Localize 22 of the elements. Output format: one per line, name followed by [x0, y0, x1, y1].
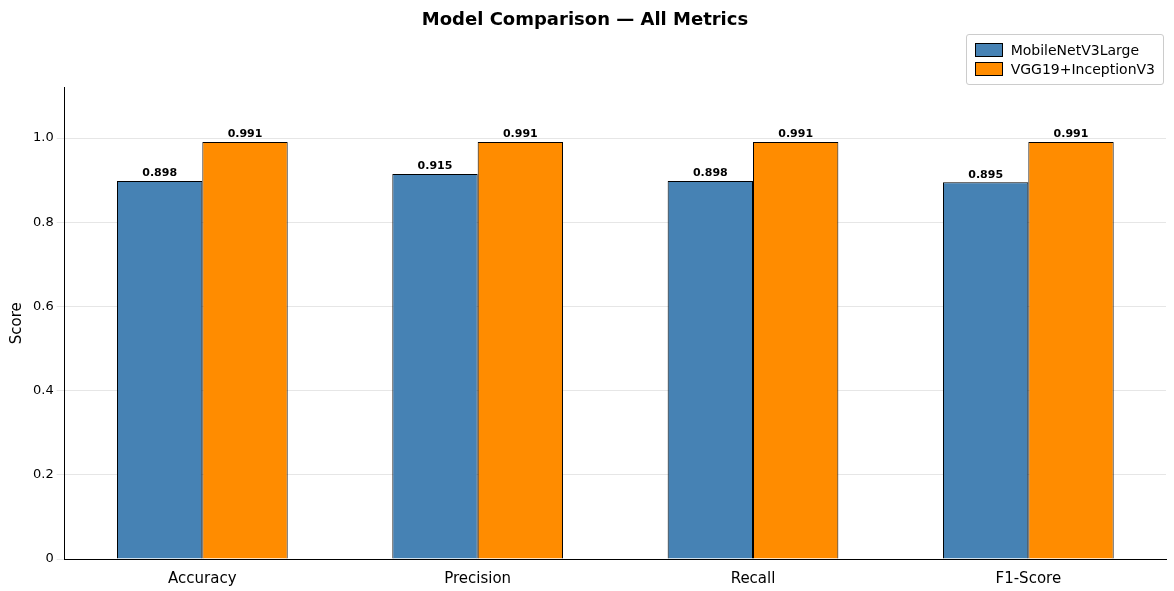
data-label: 0.991 — [502, 127, 538, 141]
y-tick-label: 0 — [45, 550, 54, 566]
data-label: 0.915 — [417, 159, 453, 173]
x-tick-label: Recall — [730, 568, 776, 587]
x-tick-label: F1-Score — [995, 568, 1062, 587]
y-axis-title: Score — [6, 302, 25, 345]
legend-label: VGG19+InceptionV3 — [1010, 61, 1155, 77]
y-tick-label: 0.2 — [32, 466, 54, 482]
y-tick-label: 1.0 — [32, 129, 54, 145]
x-tick-label: Accuracy — [168, 568, 237, 587]
data-label: 0.991 — [1053, 127, 1089, 141]
data-label: 0.898 — [692, 166, 728, 180]
data-label: 0.991 — [227, 127, 263, 141]
x-tick-label: Precision — [444, 568, 512, 587]
y-tick-label: 0.6 — [32, 297, 54, 313]
chart-title: Model Comparison — All Metrics — [421, 8, 749, 30]
data-label: 0.898 — [142, 166, 178, 180]
data-label: 0.895 — [968, 167, 1004, 181]
data-label: 0.991 — [778, 127, 814, 141]
y-tick-label: 0.4 — [32, 382, 54, 398]
legend-label: MobileNetV3Large — [1010, 42, 1140, 58]
y-tick-label: 0.8 — [32, 213, 54, 229]
